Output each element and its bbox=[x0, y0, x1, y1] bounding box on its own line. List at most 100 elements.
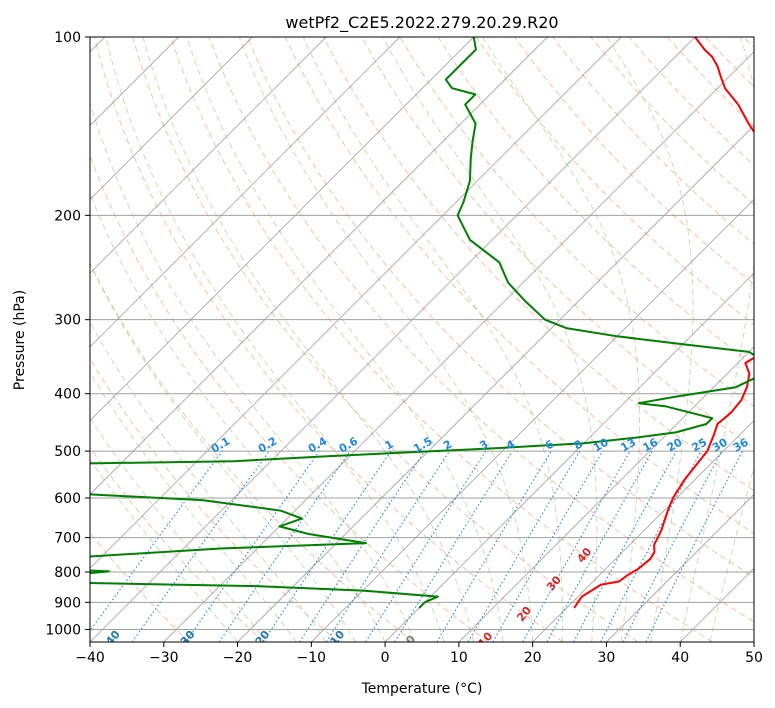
y-tick-label: 300 bbox=[54, 313, 81, 329]
mixing-ratio-line bbox=[262, 450, 392, 642]
dry-adiabat-line bbox=[513, 37, 754, 285]
isotherm-line bbox=[90, 37, 327, 274]
dry-adiabat-line bbox=[399, 37, 754, 408]
isotherm-line bbox=[753, 641, 754, 642]
y-tick-label: 400 bbox=[54, 387, 81, 403]
mixing-ratio-label: 36 bbox=[731, 435, 751, 454]
dry-adiabat-line bbox=[90, 154, 489, 642]
y-tick-label: 700 bbox=[54, 531, 81, 547]
dry-adiabat-line bbox=[170, 37, 713, 642]
temperature-profile-line bbox=[573, 37, 754, 609]
isotherm-line bbox=[237, 124, 754, 642]
x-tick-label: 20 bbox=[524, 650, 542, 666]
mixing-ratio-label: 16 bbox=[641, 435, 661, 454]
mixing-ratio-line bbox=[645, 450, 743, 642]
isotherm-line bbox=[679, 567, 754, 642]
plot-frame bbox=[89, 36, 755, 643]
moist-adiabat-line bbox=[90, 192, 386, 642]
mixing-ratio-line bbox=[365, 450, 487, 642]
isotherm-line bbox=[90, 37, 474, 422]
y-axis: 100 200 300 400 500 600 700 800 900 1000 bbox=[45, 30, 90, 638]
x-tick-label: 30 bbox=[598, 650, 616, 666]
dry-adiabat-line bbox=[246, 37, 754, 578]
moist-adiabat-line bbox=[606, 37, 694, 642]
isotherm-line bbox=[90, 37, 253, 200]
moist-adiabat-line bbox=[90, 417, 268, 642]
dry-adiabat-line bbox=[323, 37, 754, 492]
moist-adiabat-line bbox=[90, 371, 297, 642]
dry-adiabat-label: -10 bbox=[325, 628, 348, 652]
dry-adiabat-line bbox=[705, 37, 754, 88]
mixing-ratio-line bbox=[600, 450, 702, 642]
mixing-ratio-line bbox=[522, 450, 631, 642]
x-axis: −40 −30 −20 −10 0 10 20 30 40 50 bbox=[75, 642, 763, 666]
mixing-ratio-line bbox=[90, 450, 223, 632]
x-tick-label: −40 bbox=[75, 650, 105, 666]
mixing-ratio-line bbox=[185, 450, 320, 642]
dry-adiabat-line bbox=[743, 37, 754, 49]
y-tick-label: 800 bbox=[54, 565, 81, 581]
dry-adiabat-line bbox=[475, 37, 754, 326]
moist-adiabat-line bbox=[238, 37, 534, 642]
mixing-ratio-line bbox=[299, 450, 426, 642]
isotherm-line bbox=[90, 37, 401, 348]
dry-adiabat-line bbox=[437, 37, 754, 366]
x-tick-label: −10 bbox=[297, 650, 327, 666]
background-grid bbox=[90, 37, 754, 642]
y-tick-label: 600 bbox=[54, 491, 81, 507]
mixing-ratio-label: 10 bbox=[591, 435, 611, 454]
moist-adiabat-line bbox=[142, 37, 475, 642]
dry-adiabat-line bbox=[590, 37, 754, 206]
y-tick-label: 900 bbox=[54, 595, 81, 611]
dry-adiabat-line bbox=[90, 262, 414, 642]
isotherm-line bbox=[90, 37, 622, 569]
moist-adiabat-line bbox=[90, 262, 357, 642]
dry-adiabat-line bbox=[93, 37, 564, 642]
dry-adiabat-label: -20 bbox=[250, 628, 273, 652]
moist-adiabat-line bbox=[302, 37, 563, 642]
moist-adiabat-line bbox=[186, 37, 504, 642]
isotherm-line bbox=[606, 493, 754, 642]
dry-adiabat-line bbox=[666, 37, 754, 127]
y-tick-label: 1000 bbox=[45, 622, 81, 638]
mixing-ratio-label: 0.6 bbox=[337, 434, 361, 455]
x-tick-label: −30 bbox=[149, 650, 179, 666]
x-axis-label: Temperature (°C) bbox=[361, 681, 483, 697]
moist-adiabat-line bbox=[709, 464, 754, 642]
moist-adiabat-line bbox=[105, 37, 445, 642]
moist-adiabat-line bbox=[90, 100, 416, 642]
isotherm-line bbox=[384, 272, 754, 642]
mixing-ratio-label: 0.4 bbox=[306, 434, 330, 455]
x-tick-label: 40 bbox=[671, 650, 689, 666]
mixing-ratio-label: 8 bbox=[572, 438, 585, 453]
moist-adiabat-line bbox=[482, 37, 640, 642]
y-tick-label: 200 bbox=[54, 208, 81, 224]
y-axis-label: Pressure (hPa) bbox=[12, 290, 28, 390]
x-tick-label: 50 bbox=[745, 650, 763, 666]
dry-adiabat-label: 0 bbox=[403, 632, 418, 646]
isotherm-line bbox=[458, 346, 754, 642]
dry-adiabat-line bbox=[90, 446, 265, 642]
dry-adiabat-label: 40 bbox=[575, 545, 595, 565]
dry-adiabat-line bbox=[284, 37, 754, 535]
mixing-ratio-line bbox=[546, 450, 653, 642]
x-tick-label: 0 bbox=[381, 650, 390, 666]
mixing-ratio-line bbox=[218, 450, 351, 642]
mixing-ratio-line bbox=[394, 450, 513, 642]
y-tick-label: 500 bbox=[54, 444, 81, 460]
mixing-ratio-line bbox=[573, 450, 677, 642]
isotherm-line bbox=[311, 198, 754, 642]
dry-adiabat-label: 10 bbox=[476, 629, 496, 649]
y-tick-label: 100 bbox=[54, 30, 81, 46]
isotherm-line bbox=[163, 51, 754, 642]
isotherm-line bbox=[90, 37, 696, 642]
moist-adiabat-line bbox=[382, 37, 598, 642]
dry-adiabat-line bbox=[132, 37, 639, 642]
chart-title: wetPf2_C2E5.2022.279.20.29.R20 bbox=[285, 13, 558, 33]
dewpoint-profile-line bbox=[90, 37, 754, 609]
dry-adiabat-line bbox=[90, 357, 339, 642]
mixing-ratio-line bbox=[131, 450, 270, 642]
data-series bbox=[90, 37, 754, 609]
moist-adiabat-line bbox=[679, 37, 754, 642]
